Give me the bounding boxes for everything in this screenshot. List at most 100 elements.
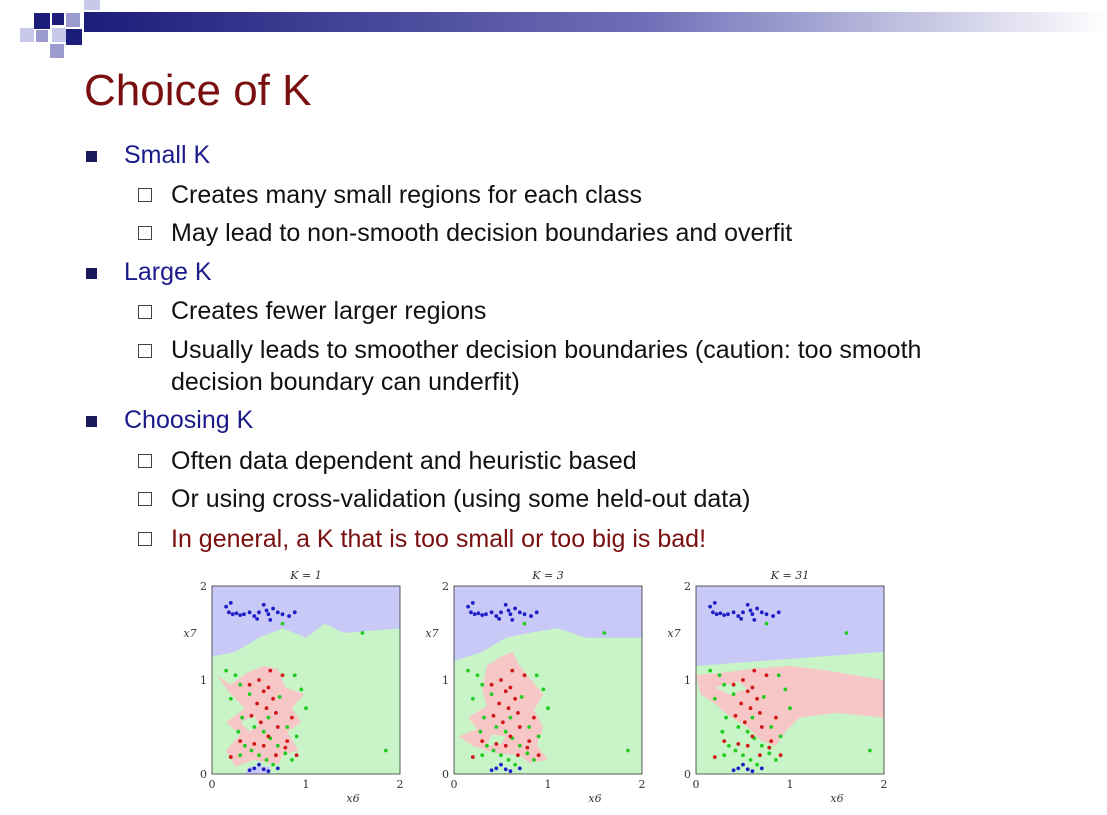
point-green [519,695,524,699]
point-green [745,729,750,734]
point-blue [224,604,228,609]
y-axis-label: x7 [667,627,680,640]
point-blue [755,606,759,611]
x-tick-label: 2 [639,778,646,791]
point-blue [752,617,757,622]
point-red [742,720,747,725]
point-blue [517,610,522,615]
point-green [485,743,489,748]
y-tick-label: 1 [442,674,449,687]
point-blue [264,608,269,613]
point-red [274,711,278,715]
point-red [736,742,741,746]
point-blue [242,612,246,617]
point-green [708,668,712,673]
point-green [252,725,257,729]
point-blue [718,611,723,616]
point-blue [748,608,753,613]
plot-frame [211,585,401,775]
point-blue [261,602,266,607]
region-green [486,734,506,746]
bullet-square [86,151,97,162]
point-blue [287,614,291,618]
point-red [290,715,294,720]
bullet-checkbox [138,226,152,240]
point-green [534,673,539,678]
point-green [277,695,282,699]
bullet-item-continuation: decision boundary can underfit) [171,368,520,396]
point-green [290,758,294,762]
point-blue [275,766,280,771]
point-red [508,734,513,739]
y-tick-label: 1 [684,674,691,687]
point-green [527,725,532,729]
point-green [508,715,513,720]
point-green [470,696,475,701]
point-blue [469,610,473,615]
point-red [778,753,783,758]
point-blue [741,762,745,767]
point-green [720,729,725,734]
point-blue [489,768,494,773]
point-red [758,753,762,758]
point-red [499,678,503,682]
x-tick-label: 0 [693,778,700,791]
point-red [722,739,727,743]
point-blue [494,766,499,771]
point-blue [722,613,727,618]
y-tick-label: 0 [200,768,207,781]
point-blue [499,610,503,615]
point-blue [255,617,260,621]
point-red [294,753,299,758]
point-red [247,682,252,687]
point-red [255,701,260,706]
point-blue [266,769,271,774]
x-tick-label: 1 [787,778,794,791]
point-green [759,743,764,748]
point-red [759,725,764,729]
point-blue [472,612,477,617]
slide-title: Choice of K [84,66,312,115]
point-green [261,729,266,734]
bullet-item: Often data dependent and heuristic based [171,447,637,475]
point-red [271,696,275,701]
bullet-checkbox [138,454,152,468]
point-green [783,687,788,692]
bullet-item: Creates many small regions for each clas… [171,181,643,209]
point-red [745,689,750,694]
point-red [283,745,288,750]
point-red [489,682,494,687]
point-green [727,743,731,748]
x-tick-label: 0 [209,778,216,791]
y-tick-label: 0 [684,768,691,781]
point-red [739,701,744,706]
point-red [285,739,290,743]
point-blue [480,613,485,618]
point-blue [750,612,755,617]
point-green [546,706,550,711]
bullet-item: Or using cross-validation (using some he… [171,485,751,513]
y-tick-label: 2 [442,580,449,593]
point-blue [731,610,736,615]
point-green [247,692,252,696]
region-red [458,651,548,763]
point-red [500,720,505,725]
point-green [283,751,288,756]
section-heading-large-k: Large K [124,258,212,286]
point-red [257,678,261,682]
point-green [224,668,228,673]
bullet-checkbox [138,188,152,202]
point-green [769,725,774,729]
point-red [758,711,762,715]
point-green [499,753,503,758]
plot-frame [695,585,885,775]
point-green [626,748,630,753]
plot-frame [453,585,643,775]
point-red [266,685,271,690]
point-blue [247,768,252,773]
point-green [466,668,470,673]
point-blue [726,612,730,617]
point-red [494,742,499,746]
x-tick-label: 0 [451,778,458,791]
bullet-item: May lead to non-smooth decision boundari… [171,219,793,247]
